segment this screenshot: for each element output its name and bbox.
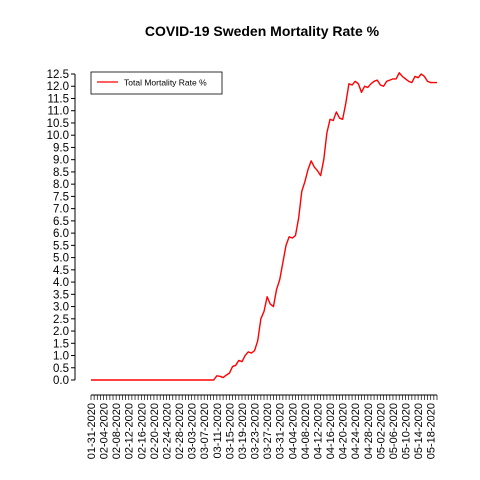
series-line-mortality-rate xyxy=(91,72,437,381)
x-tick-label: 02-08-2020 xyxy=(111,403,123,459)
x-tick-label: 05-02-2020 xyxy=(375,403,387,459)
x-tick-label: 03-07-2020 xyxy=(199,403,211,459)
y-tick-label: 3.0 xyxy=(53,302,69,314)
x-tick-label: 02-24-2020 xyxy=(161,403,173,459)
x-tick-label: 03-19-2020 xyxy=(237,403,249,459)
y-tick-label: 11.5 xyxy=(47,93,69,105)
x-tick-label: 05-06-2020 xyxy=(388,403,400,459)
y-tick-label: 5.0 xyxy=(53,253,69,265)
x-tick-label: 04-20-2020 xyxy=(338,403,350,459)
y-tick-label: 4.0 xyxy=(53,277,69,289)
y-tick-label: 0.5 xyxy=(53,363,69,375)
x-tick-label: 05-18-2020 xyxy=(426,403,438,459)
legend-box xyxy=(90,71,223,95)
x-tick-label: 03-15-2020 xyxy=(224,403,236,459)
x-tick-label: 02-16-2020 xyxy=(136,403,148,459)
x-tick-label: 04-12-2020 xyxy=(312,403,324,459)
y-tick-label: 6.0 xyxy=(53,228,69,240)
x-tick-label: 05-14-2020 xyxy=(413,403,425,459)
y-tick-label: 10.0 xyxy=(47,130,69,142)
legend: Total Mortality Rate % xyxy=(90,71,223,95)
y-tick-label: 2.5 xyxy=(53,314,69,326)
x-tick-label: 02-12-2020 xyxy=(124,403,136,459)
x-tick-label: 01-31-2020 xyxy=(86,403,98,459)
x-tick-label: 04-16-2020 xyxy=(325,403,337,459)
x-tick-label: 03-31-2020 xyxy=(275,403,287,459)
y-tick-label: 9.0 xyxy=(53,155,69,167)
x-axis: 01-31-2020 02-04-2020 02-08-2020 02-12-2020… xyxy=(86,394,438,459)
x-tick-label: 02-20-2020 xyxy=(149,403,161,459)
y-tick-label: 12.0 xyxy=(47,81,69,93)
x-tick-label: 02-04-2020 xyxy=(99,403,111,459)
x-tick-label: 03-27-2020 xyxy=(262,403,274,459)
x-tick-label: 03-03-2020 xyxy=(187,403,199,459)
series-layer xyxy=(91,72,437,381)
x-tick-label: 05-10-2020 xyxy=(401,403,413,459)
y-tick-label: 11.0 xyxy=(47,106,69,118)
y-tick-label: 7.5 xyxy=(53,191,69,203)
y-tick-label: 3.5 xyxy=(53,289,69,301)
y-tick-label: 6.5 xyxy=(53,216,69,228)
chart-title: COVID-19 Sweden Mortality Rate % xyxy=(145,23,380,39)
y-tick-label: 4.5 xyxy=(53,265,69,277)
legend-label: Total Mortality Rate % xyxy=(124,78,207,88)
y-tick-label: 7.0 xyxy=(53,204,69,216)
y-tick-label: 12.5 xyxy=(47,69,69,81)
x-tick-label: 04-24-2020 xyxy=(350,403,362,459)
x-tick-label: 04-04-2020 xyxy=(287,403,299,459)
y-tick-label: 0.0 xyxy=(53,375,69,387)
x-tick-label: 04-08-2020 xyxy=(300,403,312,459)
y-axis: 0.00.51.01.52.02.53.03.54.04.55.05.56.06… xyxy=(47,69,76,387)
x-tick-label: 02-28-2020 xyxy=(174,403,186,459)
y-tick-label: 1.5 xyxy=(53,338,69,350)
y-tick-label: 8.0 xyxy=(53,179,69,191)
y-tick-label: 5.5 xyxy=(53,240,69,252)
y-tick-label: 8.5 xyxy=(53,167,69,179)
x-tick-label: 03-23-2020 xyxy=(250,403,262,459)
y-tick-label: 9.5 xyxy=(53,142,69,154)
y-tick-label: 2.0 xyxy=(53,326,69,338)
x-tick-label: 04-28-2020 xyxy=(363,403,375,459)
y-tick-label: 10.5 xyxy=(47,118,69,130)
x-tick-label: 03-11-2020 xyxy=(212,403,224,458)
y-tick-label: 1.0 xyxy=(53,351,69,363)
